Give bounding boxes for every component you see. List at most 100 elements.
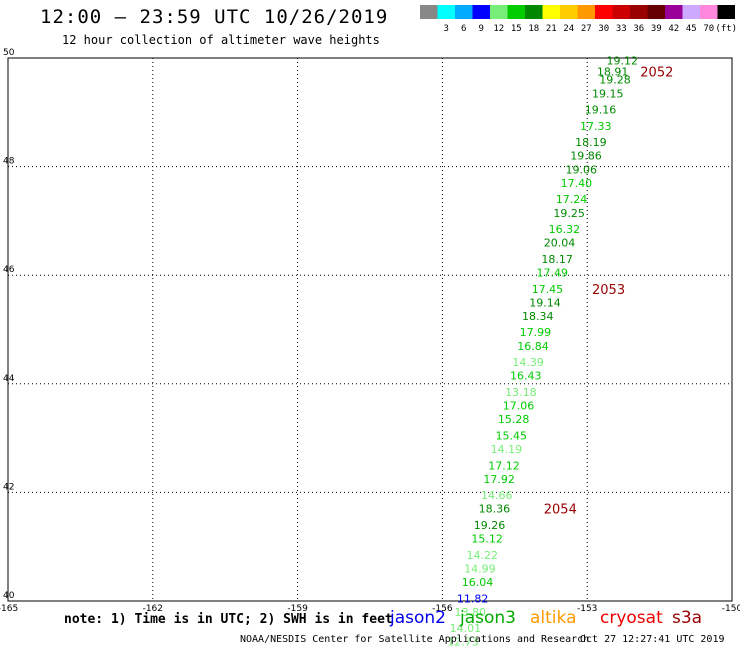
- scale-label: 6: [461, 24, 466, 34]
- color-scale-legend: 3 6 9 12 15 18 21 24 27 30 33 36 39 42 45 70 (ft): [420, 5, 737, 34]
- pass-annotation: 2052: [640, 66, 673, 81]
- scale-swatch: [577, 5, 595, 19]
- swh-data-point: 13.18: [505, 386, 537, 399]
- scale-swatch: [647, 5, 665, 19]
- scale-swatch: [472, 5, 490, 19]
- scale-label: 30: [598, 24, 609, 34]
- swh-data-point: 19.06: [565, 163, 597, 176]
- swh-data-point: 17.40: [561, 177, 593, 190]
- scale-swatch: [525, 5, 543, 19]
- swh-data-point: 17.06: [503, 400, 535, 413]
- scale-swatch: [507, 5, 525, 19]
- scale-label: 24: [563, 24, 574, 34]
- y-tick-label: 46: [3, 265, 15, 275]
- swh-data-point: 11.82: [457, 592, 489, 605]
- plot-frame: [7, 57, 733, 602]
- swh-data-point: 15.28: [498, 413, 530, 426]
- swh-data-point: 14.99: [464, 562, 496, 575]
- scale-label: 15: [511, 24, 522, 34]
- pass-annotation: 2053: [592, 283, 625, 298]
- swh-data-point: 17.24: [556, 193, 588, 206]
- swh-data-point: 19.86: [570, 150, 602, 163]
- swh-data-point: 14.19: [491, 443, 522, 456]
- scale-swatch: [700, 5, 718, 19]
- x-tick-label: -159: [287, 604, 308, 614]
- swh-data-point: 18.91: [597, 66, 629, 79]
- y-tick-label: 50: [3, 48, 15, 58]
- swh-data-point: 17.92: [483, 473, 514, 486]
- scale-swatch: [542, 5, 560, 19]
- scale-label: 39: [651, 24, 662, 34]
- scale-label: 36: [633, 24, 644, 34]
- scale-swatch: [490, 5, 508, 19]
- swh-data-point: 18.17: [541, 253, 573, 266]
- swh-data-point: 14.01: [450, 622, 482, 635]
- swh-data-point: 16.32: [549, 223, 581, 236]
- scale-swatch: [612, 5, 630, 19]
- satellite-jason3: jason3: [460, 608, 516, 628]
- swh-data-point: 19.26: [474, 519, 506, 532]
- y-tick-label: 44: [3, 374, 15, 384]
- swh-data-point: 19.12: [607, 55, 639, 68]
- scale-swatch: [717, 5, 735, 19]
- satellite-jason2: jason2: [390, 608, 446, 628]
- x-tick-label: -153: [577, 604, 597, 614]
- swh-data-point: 18.36: [479, 503, 511, 516]
- scale-swatch: [682, 5, 700, 19]
- x-tick-label: -165: [0, 604, 18, 614]
- swh-data-point: 14.39: [512, 356, 544, 369]
- scale-label: 45: [686, 24, 697, 34]
- swh-data-point: 17.49: [537, 266, 569, 279]
- y-tick-label: 48: [3, 157, 15, 167]
- swh-data-point: 19.28: [599, 74, 631, 87]
- scale-swatch: [560, 5, 578, 19]
- page-title: 12:00 – 23:59 UTC 10/26/2019: [40, 6, 389, 28]
- scale-swatch: [595, 5, 613, 19]
- scale-label: 12: [493, 24, 504, 34]
- x-tick-label: -150: [722, 604, 740, 614]
- scale-label: (ft): [715, 24, 737, 34]
- swh-data-point: 19.15: [592, 87, 624, 100]
- generated-timestamp: Oct 27 12:27:41 UTC 2019: [580, 634, 725, 645]
- scale-label: 18: [528, 24, 539, 34]
- scale-label: 27: [581, 24, 592, 34]
- scale-swatch: [420, 5, 438, 19]
- scale-label: 21: [546, 24, 557, 34]
- scale-label: 33: [616, 24, 627, 34]
- swh-data-point: 15.45: [495, 429, 527, 442]
- footer-note: note: 1) Time is in UTC; 2) SWH is in fe…: [64, 612, 393, 627]
- swh-data-point: 15.12: [471, 533, 503, 546]
- page-subtitle: 12 hour collection of altimeter wave hei…: [62, 33, 380, 47]
- x-tick-label: -162: [143, 604, 163, 614]
- satellite-cryosat: cryosat: [600, 608, 663, 628]
- y-tick-label: 40: [3, 591, 15, 601]
- swh-data-point: 19.25: [553, 207, 585, 220]
- swh-data-point: 12.73: [447, 636, 479, 649]
- swh-data-point: 18.34: [522, 310, 554, 323]
- scale-swatch: [630, 5, 648, 19]
- credit-line: NOAA/NESDIS Center for Satellite Applica…: [240, 634, 590, 645]
- swh-data-point: 19.14: [529, 296, 561, 309]
- satellite-s3a: s3a: [672, 608, 703, 628]
- scale-label: 9: [479, 24, 484, 34]
- swh-data-point: 17.33: [580, 120, 612, 133]
- scale-label: 42: [668, 24, 679, 34]
- scale-swatch: [455, 5, 473, 19]
- swh-data-point: 13.80: [454, 606, 486, 619]
- scale-label: 70: [703, 24, 714, 34]
- scale-label: 3: [444, 24, 449, 34]
- y-tick-label: 42: [3, 482, 14, 492]
- swh-data-point: 20.04: [544, 237, 576, 250]
- swh-data-point: 16.84: [517, 340, 549, 353]
- scale-swatch: [437, 5, 455, 19]
- scale-swatch: [665, 5, 683, 19]
- swh-data-point: 14.66: [481, 489, 512, 502]
- swh-data-point: 18.19: [575, 136, 607, 149]
- pass-annotation: 2054: [544, 503, 577, 518]
- satellite-altika: altika: [530, 608, 577, 628]
- swh-data-point: 17.99: [520, 326, 552, 339]
- swh-data-point: 16.04: [462, 576, 494, 589]
- x-tick-label: -156: [432, 604, 453, 614]
- swh-data-point: 19.16: [585, 104, 617, 117]
